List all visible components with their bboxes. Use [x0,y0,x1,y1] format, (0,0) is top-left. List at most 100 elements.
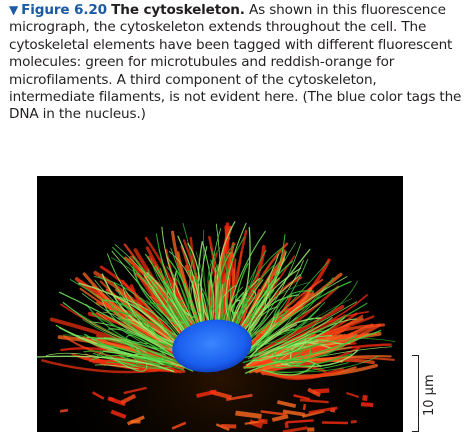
microfilament-strand [221,423,237,429]
microtubule-strand [102,311,183,358]
microtubule-strand [247,306,278,340]
microtubule-strand [238,253,280,331]
microtubule-strand [251,328,330,362]
microtubule-strand [96,343,172,365]
microfilament-strand [360,402,374,408]
microfilament-strand [171,421,187,430]
microfilament-strand [307,387,321,398]
microtubule-strand [230,291,245,314]
microtubule-strand [82,319,166,355]
microtubule-strand [270,359,309,369]
microtubule-strand [110,304,179,351]
microtubule-strand [94,364,140,370]
microfilament-strand [123,386,147,395]
microfilament-strand [362,394,368,402]
microtubule-strand [37,355,175,373]
microtubule-strand [175,272,197,327]
microfilament-strand [299,398,329,404]
microfilament-strand [293,394,311,401]
triangle-marker-icon: ▼ [9,3,19,17]
microtubule-strand [58,291,165,350]
microtubule-strand [229,263,249,326]
microtubule-strand [101,273,182,346]
microfilament-strand [41,359,158,374]
microtubule-strand [132,266,176,324]
microtubule-strand [103,337,147,353]
microtubule-strand [261,345,310,362]
microfilament-strand [282,426,308,432]
microtubule-strand [266,362,349,373]
microfilament-strand [282,409,306,417]
microtubule-strand [247,276,348,352]
microtubule-strand [237,233,286,330]
microfilament-strand [57,335,185,370]
microfilament-strand [237,242,289,334]
microfilament-strand [91,391,105,400]
microtubule-strand [111,345,178,366]
nucleus [172,319,252,373]
microtubule-strand [45,352,139,368]
microfilament-strand [271,414,289,422]
figure-label: Figure 6.20 [21,2,107,18]
microtubule-strand [187,242,205,324]
microtubule-strand [262,363,315,376]
microfilament-strand [257,418,268,425]
microtubule-strand [254,317,333,357]
microtubule-strand [243,329,382,369]
microfilament-strand [302,403,306,411]
figure-body-text: As shown in this fluorescence micrograph… [9,2,462,123]
microfilament-strand [276,400,297,408]
microfilament-strand [110,409,127,419]
cytoskeleton-image [37,176,403,432]
scale-bar [410,355,419,432]
microtubule-strand [93,275,171,340]
microtubule-strand [250,277,334,347]
microfilament-strand [267,367,345,381]
microtubule-strand [202,229,211,310]
microfilament-strand [59,408,69,413]
microtubule-strand [62,301,149,345]
microfilament-strand [248,324,369,366]
microtubule-strand [243,259,309,341]
microtubule-strand [247,301,358,359]
microtubule-strand [114,244,185,336]
microfilament-strand [99,265,172,334]
microfilament-strand [196,389,217,398]
microtubule-strand [182,222,205,323]
microtubule-strand [161,226,200,332]
microtubule-strand [151,258,194,336]
microtubule-strand [146,299,168,324]
fluorescence-micrograph [37,176,403,432]
microtubule-strand [99,351,172,369]
microtubule-strand [225,222,247,317]
microtubule-strand [101,299,167,344]
microtubule-strand [288,353,353,368]
microfilament-strand [120,393,137,405]
microfilament-strand [257,304,345,354]
microtubule-strand [260,338,307,358]
microtubule-strand [287,338,396,363]
microtubule-strand [55,324,164,360]
microtubule-strand [207,247,221,318]
microtubule-strand [274,280,358,337]
microtubule-strand [276,346,393,367]
microfilament-strand [322,421,349,425]
scale-bar-label: 10 µm [422,374,437,416]
microfilament-strand [350,419,357,424]
microtubule-strand [255,298,353,354]
microtubule-strand [271,334,357,362]
microfilament-strand [308,406,338,415]
microtubule-strand [236,249,267,321]
microtubule-strand [96,349,141,364]
microtubule-strand [200,246,213,326]
microfilament-strand [235,410,262,419]
figure-title: The cytoskeleton. [111,2,245,18]
microtubule-strand [242,302,368,364]
microtubule-strand [270,334,333,358]
microfilament-strand [346,391,360,398]
microtubule-strand [188,278,202,313]
microtubule-strand [276,342,324,358]
microtubule-strand [246,340,319,366]
microtubule-strand [260,355,379,373]
microfilament-strand [260,410,287,416]
